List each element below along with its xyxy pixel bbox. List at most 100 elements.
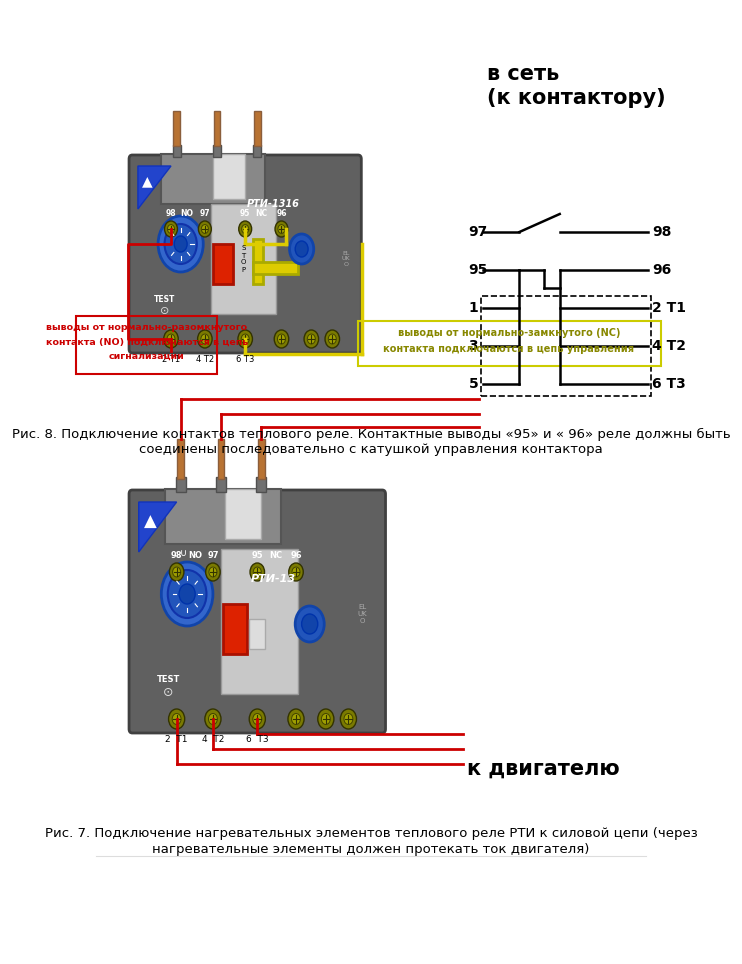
Circle shape	[307, 335, 315, 344]
Bar	[225, 489, 261, 539]
Bar	[253, 262, 298, 274]
Circle shape	[206, 563, 220, 581]
Text: 96: 96	[290, 551, 302, 560]
Text: сигнализации: сигнализации	[109, 352, 185, 361]
Text: РТИ-13: РТИ-13	[251, 574, 296, 584]
Text: 97: 97	[469, 225, 487, 239]
Circle shape	[318, 709, 334, 729]
Circle shape	[174, 236, 187, 252]
Text: 3: 3	[469, 339, 478, 353]
Circle shape	[168, 225, 174, 233]
Circle shape	[250, 563, 265, 581]
Text: ⊙: ⊙	[160, 306, 169, 316]
Text: 95: 95	[252, 551, 263, 560]
Circle shape	[289, 234, 314, 264]
Circle shape	[253, 567, 261, 576]
Circle shape	[169, 563, 184, 581]
Text: ∪: ∪	[180, 548, 187, 558]
Bar	[176, 477, 186, 492]
Circle shape	[168, 709, 185, 729]
Circle shape	[201, 335, 209, 344]
Bar	[139, 326, 352, 351]
Text: 98: 98	[165, 209, 177, 219]
Text: 95: 95	[240, 209, 250, 219]
Text: 4 T2: 4 T2	[196, 355, 214, 363]
Bar	[257, 477, 266, 492]
Circle shape	[165, 224, 197, 264]
Bar	[173, 145, 180, 157]
Bar	[213, 154, 245, 199]
Text: EL
UK
O: EL UK O	[341, 251, 350, 267]
Text: EL
UK
O: EL UK O	[358, 604, 367, 624]
Text: 98: 98	[652, 225, 672, 239]
Text: 6 T3: 6 T3	[652, 377, 686, 391]
Circle shape	[275, 330, 289, 348]
Circle shape	[197, 330, 212, 348]
Circle shape	[295, 241, 308, 257]
Circle shape	[198, 221, 211, 237]
Bar	[216, 477, 226, 492]
Circle shape	[249, 709, 266, 729]
Circle shape	[292, 567, 300, 576]
Text: нагревательные элементы должен протекать ток двигателя): нагревательные элементы должен протекать…	[152, 844, 590, 856]
Text: 2 T1: 2 T1	[162, 355, 180, 363]
Circle shape	[173, 567, 180, 576]
Circle shape	[328, 335, 336, 344]
Text: 97: 97	[200, 209, 210, 219]
Circle shape	[179, 584, 195, 604]
Circle shape	[209, 567, 217, 576]
Bar	[482, 296, 651, 396]
Bar	[214, 111, 220, 146]
Bar	[211, 204, 276, 314]
Circle shape	[165, 221, 177, 237]
Polygon shape	[139, 502, 177, 552]
Circle shape	[172, 713, 181, 725]
Text: TEST: TEST	[157, 675, 180, 683]
Circle shape	[158, 216, 203, 272]
Text: 2  T1: 2 T1	[165, 735, 188, 743]
Text: TEST: TEST	[154, 294, 175, 304]
Text: 97: 97	[207, 551, 219, 560]
Text: Рис. 7. Подключение нагревательных элементов теплового реле РТИ к силовой цепи (: Рис. 7. Подключение нагревательных элеме…	[45, 827, 697, 841]
FancyBboxPatch shape	[129, 155, 361, 353]
Circle shape	[325, 330, 340, 348]
Bar	[165, 489, 281, 544]
Text: S
T
O
P: S T O P	[241, 246, 246, 273]
Text: NC: NC	[269, 551, 283, 560]
Text: 95: 95	[469, 263, 488, 277]
Text: соединены последовательно с катушкой управления контактора: соединены последовательно с катушкой упр…	[139, 443, 603, 457]
Text: к двигателю: к двигателю	[467, 759, 620, 779]
Circle shape	[295, 606, 324, 642]
Circle shape	[238, 330, 252, 348]
Text: 5: 5	[469, 377, 479, 391]
Text: 4 T2: 4 T2	[652, 339, 686, 353]
Circle shape	[242, 225, 249, 233]
Circle shape	[278, 335, 286, 344]
Bar	[160, 154, 266, 204]
Bar	[174, 111, 180, 146]
Circle shape	[275, 221, 288, 237]
Circle shape	[239, 221, 252, 237]
Bar	[253, 239, 263, 284]
Bar	[254, 111, 260, 146]
Circle shape	[321, 713, 330, 725]
Circle shape	[201, 225, 209, 233]
Text: 6  T3: 6 T3	[246, 735, 269, 743]
Bar	[76, 316, 217, 374]
Text: ▲: ▲	[144, 513, 157, 531]
Text: в сеть: в сеть	[487, 64, 559, 84]
Bar	[213, 244, 233, 284]
Text: 1: 1	[469, 301, 479, 315]
Bar	[223, 604, 247, 654]
Text: выводы от нормально-разомкнутого: выводы от нормально-разомкнутого	[46, 324, 247, 333]
Circle shape	[292, 713, 301, 725]
Text: 6 T3: 6 T3	[236, 355, 255, 363]
Text: Рис. 8. Подключение контактов теплового реле. Контактные выводы «95» и « 96» рел: Рис. 8. Подключение контактов теплового …	[12, 427, 730, 441]
Circle shape	[288, 709, 304, 729]
Bar	[217, 439, 224, 479]
Text: 2 T1: 2 T1	[652, 301, 686, 315]
Bar	[253, 145, 261, 157]
Text: 4  T2: 4 T2	[202, 735, 224, 743]
Bar	[221, 549, 298, 694]
Bar	[358, 321, 660, 366]
